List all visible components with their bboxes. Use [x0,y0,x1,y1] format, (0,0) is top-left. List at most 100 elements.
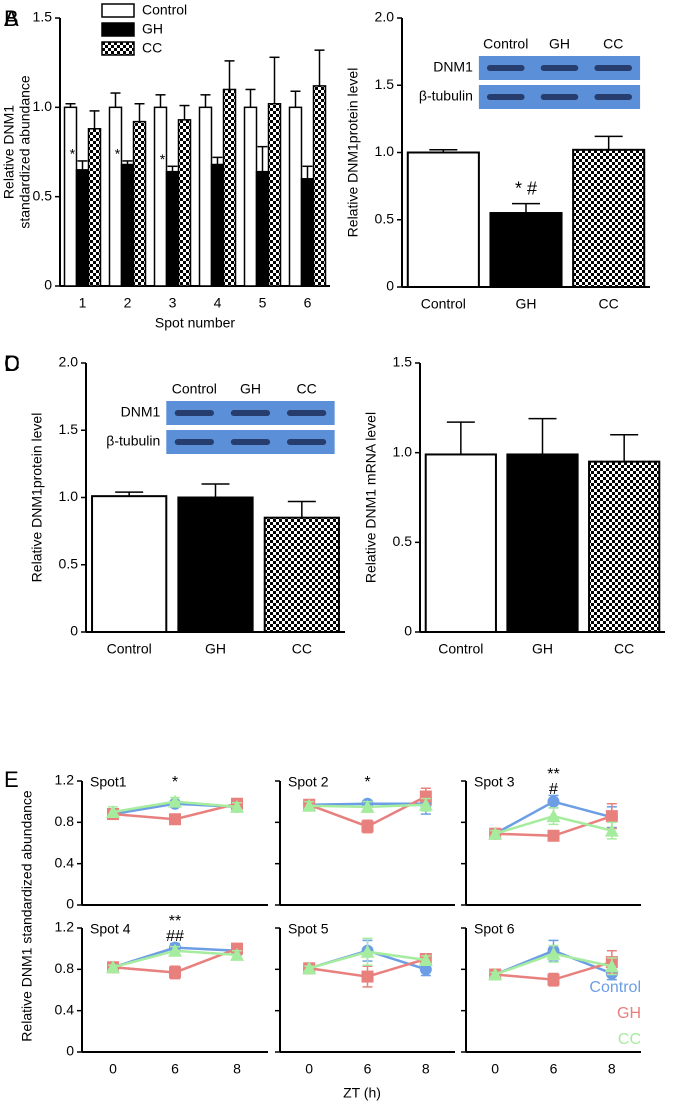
marker [106,960,120,974]
legend-swatch [101,3,135,18]
blot-row-label: DNM1 [121,404,161,420]
blot-row-label: DNM1 [433,59,473,75]
x-tick-label: GH [205,641,226,657]
y-axis-label: Relative DNM1 standardized abundance [19,790,35,1042]
bar [255,170,270,287]
bar [87,128,102,287]
y-tick-label: 1.5 [393,354,413,370]
blot-band [540,65,579,71]
blot-band [540,94,579,100]
marker [605,810,618,823]
legend-label: CC [618,1031,641,1048]
y-tick-label: 1.5 [33,9,53,25]
marker [106,805,120,818]
x-tick-label: 6 [550,1061,558,1077]
panel-title: Spot 3 [474,774,515,790]
annotation: ## [166,928,184,945]
x-tick-label: GH [532,641,553,657]
marker [360,944,375,958]
x-tick-label: 1 [79,295,87,311]
x-tick-label: Control [438,641,483,657]
marker [230,799,244,813]
y-tick-label: 1.0 [375,143,395,159]
bar [198,106,213,287]
x-axis-label: ZT (h) [343,1085,381,1101]
blot-band [174,439,214,445]
panel-title: Spot1 [90,774,127,790]
legend-swatch [101,41,135,56]
panel-letter: C [4,351,20,376]
panel-title: Spot 2 [288,774,329,790]
x-tick-label: GH [516,296,537,312]
y-tick-label: 0 [386,278,394,294]
annotation: * [160,151,166,167]
blot-band [486,65,525,71]
marker [360,799,375,813]
y-tick-label: 1.2 [55,919,75,935]
panel-title: Spot 5 [288,921,329,937]
blot-lane-label: Control [172,381,217,397]
legend-label: Control [589,979,641,996]
y-tick-label: 0 [404,623,412,639]
marker [604,823,619,837]
panel-title: Spot 6 [474,921,515,937]
y-tick-label: 0.8 [55,960,75,976]
x-tick-label: 3 [169,295,177,311]
annotation: ** [547,766,559,783]
panel-title: Spot 4 [90,921,131,937]
x-tick-label: 5 [259,295,267,311]
x-tick-label: 8 [233,1061,241,1077]
x-tick-label: Control [107,641,152,657]
x-tick-label: 0 [305,1061,313,1077]
panel-letter: D [4,351,20,376]
bar [75,169,90,287]
y-tick-label: 0.5 [375,210,395,226]
bar [267,103,282,287]
bar [132,120,147,287]
marker [168,943,182,957]
y-tick-label: 2.0 [59,354,79,370]
bar [424,453,497,633]
marker [230,947,244,961]
bar [263,516,340,633]
y-tick-label: 1.5 [59,421,79,437]
blot-lane-label: CC [603,36,623,52]
y-tick-label: 0.5 [59,555,79,571]
x-tick-label: 6 [171,1061,179,1077]
marker [547,795,560,808]
blot-lane-label: Control [483,36,528,52]
panel-letter: A [4,6,19,31]
y-tick-label: 1.5 [375,76,395,92]
x-tick-label: CC [292,641,312,657]
marker [547,829,560,842]
marker [361,820,374,833]
bar [243,106,258,287]
marker [418,953,433,967]
marker [419,790,432,803]
blot-band [594,65,633,71]
bar [210,163,225,287]
y-tick-label: 0 [44,277,52,293]
marker [169,966,181,979]
y-axis-label: Relative DNM1protein level [29,413,45,583]
y-tick-label: 2.0 [375,9,395,25]
x-tick-label: 6 [304,295,312,311]
x-axis-label: Spot number [155,315,235,331]
annotation: # [549,781,558,798]
y-tick-label: 0.4 [55,854,75,870]
marker [361,970,374,983]
marker [168,794,182,808]
annotation: * [70,146,76,162]
bar [572,148,646,288]
marker [547,973,560,986]
legend-swatch [101,22,135,37]
bar [300,178,315,287]
x-tick-label: 8 [422,1061,430,1077]
panel-letter: E [4,767,19,792]
y-tick-label: 0.8 [55,813,75,829]
bar [177,496,254,633]
marker [488,967,503,981]
marker [419,963,432,976]
y-tick-label: 0 [66,896,74,912]
x-tick-label: CC [599,296,619,312]
